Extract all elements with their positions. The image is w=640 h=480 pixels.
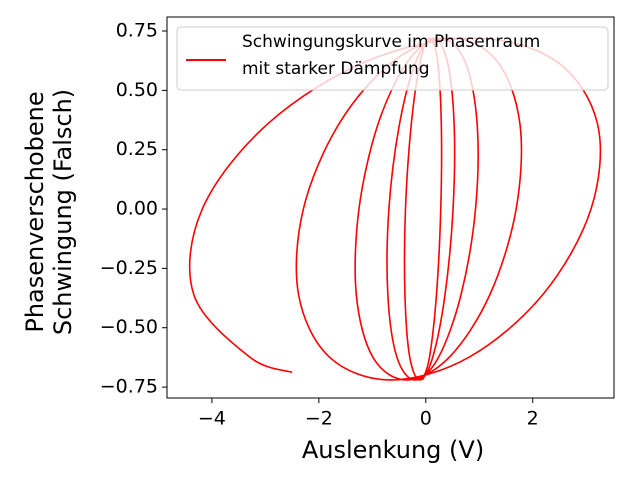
x-tick-label: 2 — [527, 408, 539, 430]
y-tick-label: 0.00 — [116, 198, 158, 220]
y-tick-label: −0.75 — [100, 376, 158, 398]
legend-label: Schwingungskurve im Phasenraum mit starke… — [242, 32, 540, 79]
y-axis-label: Schwingung (Falsch) — [49, 89, 77, 335]
y-tick-label: 0.25 — [116, 138, 158, 160]
legend: Schwingungskurve im Phasenraum mit starke… — [176, 26, 609, 91]
y-tick-label: 0.50 — [116, 79, 158, 101]
y-tick-label: 0.75 — [116, 20, 158, 42]
x-tick-label: −2 — [305, 408, 333, 430]
legend-box — [176, 26, 609, 91]
x-tick-label: 0 — [420, 408, 432, 430]
y-tick-label: −0.25 — [100, 257, 158, 279]
axes-frame — [166, 16, 615, 399]
x-tick-label: −4 — [198, 408, 226, 430]
x-axis-label: Auslenkung (V) — [302, 436, 484, 464]
y-tick-label: −0.50 — [100, 316, 158, 338]
y-axis-label: Phasenverschobene — [21, 91, 49, 332]
